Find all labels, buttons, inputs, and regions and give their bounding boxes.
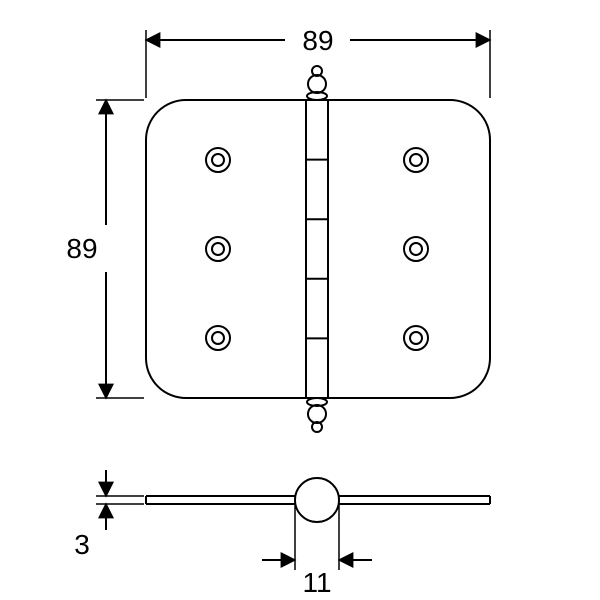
dimension-width-value: 89 <box>302 25 333 56</box>
dimension-thickness: 3 <box>74 470 144 560</box>
dimension-height-value: 89 <box>66 233 97 264</box>
screw-hole <box>404 237 428 261</box>
screw-hole <box>404 148 428 172</box>
finial-bottom <box>307 398 327 432</box>
dimension-thickness-value: 3 <box>74 529 90 560</box>
hinge-side-view <box>146 478 490 522</box>
dimension-height: 89 <box>66 100 144 398</box>
dimension-width: 89 <box>146 25 490 98</box>
screw-holes <box>206 148 428 350</box>
dimension-pin-diameter: 11 <box>262 505 372 598</box>
screw-hole <box>404 326 428 350</box>
screw-hole <box>206 148 230 172</box>
hinge-technical-drawing: 89 89 <box>0 0 600 600</box>
screw-hole <box>206 326 230 350</box>
finial-top <box>307 66 327 100</box>
dimension-pin-value: 11 <box>302 567 331 598</box>
hinge-front-view <box>146 66 490 432</box>
screw-hole <box>206 237 230 261</box>
pin-circle <box>295 478 339 522</box>
hinge-plate <box>146 100 490 398</box>
hinge-knuckle <box>306 100 328 398</box>
